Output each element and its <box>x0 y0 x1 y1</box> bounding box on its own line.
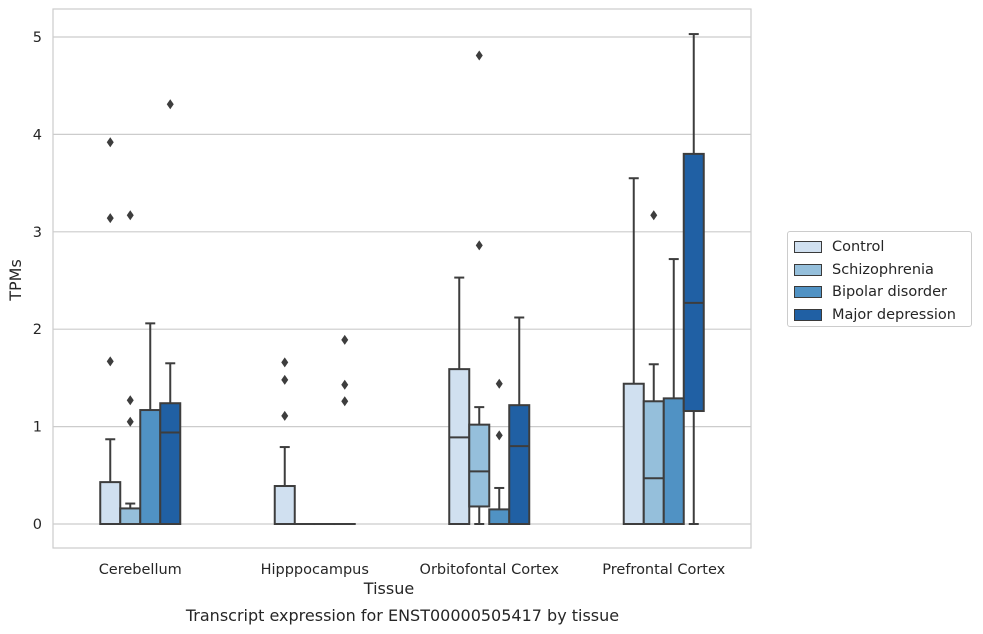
box-schizophrenia <box>468 50 491 525</box>
outlier-point <box>341 379 349 390</box>
box-major-depression <box>333 334 356 526</box>
legend-swatch <box>794 286 822 299</box>
outlier-point <box>281 374 289 385</box>
legend-label: Major depression <box>832 306 956 323</box>
plot-frame <box>52 8 752 549</box>
x-tick-label: Cerebellum <box>99 562 182 578</box>
iqr-box <box>273 485 296 526</box>
legend-item: Schizophrenia <box>794 259 971 282</box>
outlier-point <box>650 210 658 221</box>
legend-swatch <box>794 241 822 254</box>
x-tick-label: Prefrontal Cortex <box>602 562 725 578</box>
outlier-point <box>106 213 114 224</box>
box-groups <box>99 33 705 526</box>
chart-caption: Transcript expression for ENST0000050541… <box>185 606 620 625</box>
box-bipolar-disorder <box>139 322 162 525</box>
legend-item: Major depression <box>794 304 971 327</box>
outlier-point <box>126 395 134 406</box>
outlier-point <box>281 410 289 421</box>
box-control <box>622 177 645 525</box>
box-control <box>99 137 122 526</box>
box-bipolar-disorder <box>488 378 511 526</box>
outlier-point <box>281 357 289 368</box>
box-schizophrenia <box>119 210 142 525</box>
legend-label: Bipolar disorder <box>832 284 947 301</box>
outlier-point <box>475 240 483 251</box>
outlier-point <box>106 137 114 148</box>
iqr-box <box>139 409 162 525</box>
x-tick-label: Orbitofontal Cortex <box>420 562 560 578</box>
box-bipolar-disorder <box>662 258 685 526</box>
legend-label: Schizophrenia <box>832 261 934 278</box>
outlier-point <box>126 416 134 427</box>
y-tick-label: 1 <box>33 420 42 436</box>
y-tick-label: 2 <box>33 322 42 338</box>
iqr-box <box>622 382 645 525</box>
legend-item: Control <box>794 236 971 259</box>
y-tick-label: 5 <box>33 30 42 46</box>
legend-swatch <box>794 308 822 321</box>
outlier-point <box>341 396 349 407</box>
iqr-box <box>682 152 705 413</box>
legend-swatch <box>794 263 822 276</box>
x-axis-label: Tissue <box>363 579 414 598</box>
box-control <box>448 276 471 525</box>
legend-item: Bipolar disorder <box>794 281 971 304</box>
y-tick-label: 3 <box>33 225 42 241</box>
outlier-point <box>126 210 134 221</box>
iqr-box <box>662 397 685 526</box>
iqr-box <box>642 400 665 525</box>
y-axis-label: TPMs <box>6 259 25 302</box>
iqr-box <box>159 402 182 525</box>
box-major-depression <box>682 33 705 525</box>
x-tick-label: Hipppocampus <box>261 562 369 578</box>
outlier-point <box>166 99 174 110</box>
x-tick-labels: Cerebellum Hipppocampus Orbitofontal Corte… <box>99 562 726 578</box>
y-tick-label: 4 <box>33 127 42 143</box>
iqr-box <box>508 404 531 525</box>
iqr-box <box>488 508 511 526</box>
outlier-point <box>495 430 503 441</box>
y-tick-labels: 0 1 2 3 4 5 <box>33 30 42 533</box>
legend-label: Control <box>832 239 885 256</box>
iqr-box <box>119 507 142 525</box>
box-control <box>273 357 296 526</box>
box-major-depression <box>159 99 182 525</box>
legend: Control Schizophrenia Bipolar disorder Majo… <box>787 231 972 327</box>
outlier-point <box>341 334 349 345</box>
outlier-point <box>475 50 483 61</box>
iqr-box <box>448 368 471 525</box>
iqr-box <box>468 423 491 508</box>
outlier-point <box>495 378 503 389</box>
iqr-box <box>99 481 122 526</box>
y-tick-label: 0 <box>33 517 42 533</box>
box-schizophrenia <box>642 210 665 525</box>
outlier-point <box>106 356 114 367</box>
box-major-depression <box>508 316 531 525</box>
